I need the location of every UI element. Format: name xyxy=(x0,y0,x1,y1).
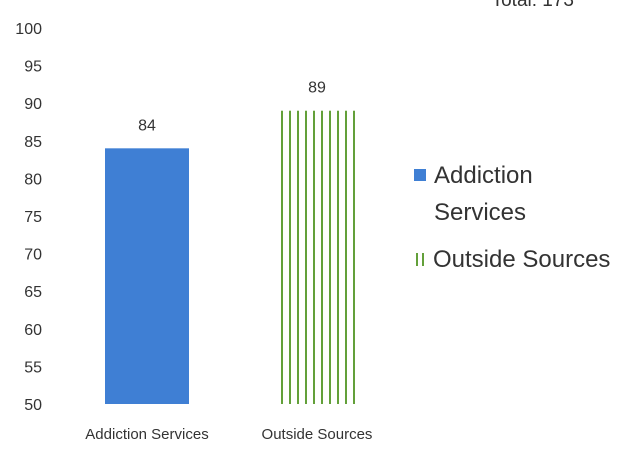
y-tick-label: 55 xyxy=(24,359,42,376)
data-label: 89 xyxy=(308,80,326,97)
y-tick-label: 80 xyxy=(24,171,42,188)
x-axis: Addiction Services Outside Sources xyxy=(85,426,372,443)
x-tick-label: Addiction Services xyxy=(85,426,208,443)
y-tick-label: 85 xyxy=(24,134,42,151)
y-tick-label: 90 xyxy=(24,96,42,113)
bar-outside-sources xyxy=(275,110,359,404)
y-tick-label: 65 xyxy=(24,284,42,301)
y-tick-label: 95 xyxy=(24,59,42,76)
legend-swatch-addiction-services xyxy=(414,169,426,181)
bar-addiction-services xyxy=(105,148,189,404)
y-tick-label: 75 xyxy=(24,209,42,226)
y-tick-label: 100 xyxy=(15,21,42,38)
legend: Addiction Services Outside Sources xyxy=(414,162,610,273)
y-tick-label: 60 xyxy=(24,322,42,339)
x-tick-label: Outside Sources xyxy=(262,426,373,443)
bar-labels-group: 84 89 xyxy=(138,80,326,135)
legend-label-outside-sources: Outside Sources xyxy=(433,246,610,273)
data-label: 84 xyxy=(138,117,156,134)
y-tick-label: 50 xyxy=(24,397,42,414)
legend-swatch-outside-sources xyxy=(416,253,424,266)
bars-group xyxy=(105,110,359,404)
y-tick-label: 70 xyxy=(24,247,42,264)
y-axis: 50 55 60 65 70 75 80 85 90 95 100 xyxy=(15,21,42,414)
chart-title: Total: 173 xyxy=(492,0,574,11)
legend-label-addiction-services: Addiction Services xyxy=(434,162,533,226)
